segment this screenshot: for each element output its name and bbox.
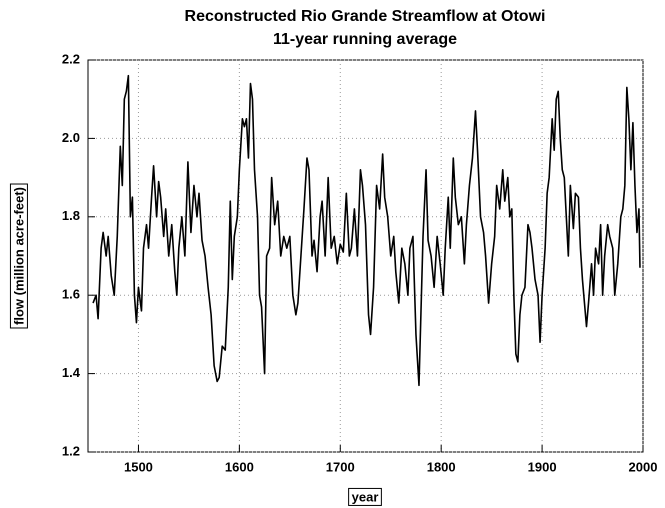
x-tick-label: 1900 <box>528 459 557 474</box>
y-axis-label: flow (million acre-feet) <box>11 187 26 325</box>
chart-subtitle: 11-year running average <box>273 31 457 48</box>
x-tick-label: 1600 <box>225 459 254 474</box>
y-tick-label: 1.4 <box>62 365 81 380</box>
y-tick-label: 1.6 <box>62 287 80 302</box>
y-tick-label: 2.0 <box>62 130 80 145</box>
label-box <box>348 487 382 506</box>
x-tick-label: 1500 <box>124 459 153 474</box>
y-tick-label: 1.2 <box>62 443 80 458</box>
label-box <box>9 183 28 329</box>
x-axis-label: year <box>352 489 379 504</box>
chart-title: Reconstructed Rio Grande Streamflow at O… <box>185 8 546 25</box>
x-tick-label: 2000 <box>629 459 658 474</box>
x-tick-label: 1700 <box>326 459 355 474</box>
flow-line <box>92 74 641 387</box>
y-tick-label: 2.2 <box>62 51 80 66</box>
x-tick-label: 1800 <box>427 459 456 474</box>
y-tick-label: 1.8 <box>62 208 80 223</box>
